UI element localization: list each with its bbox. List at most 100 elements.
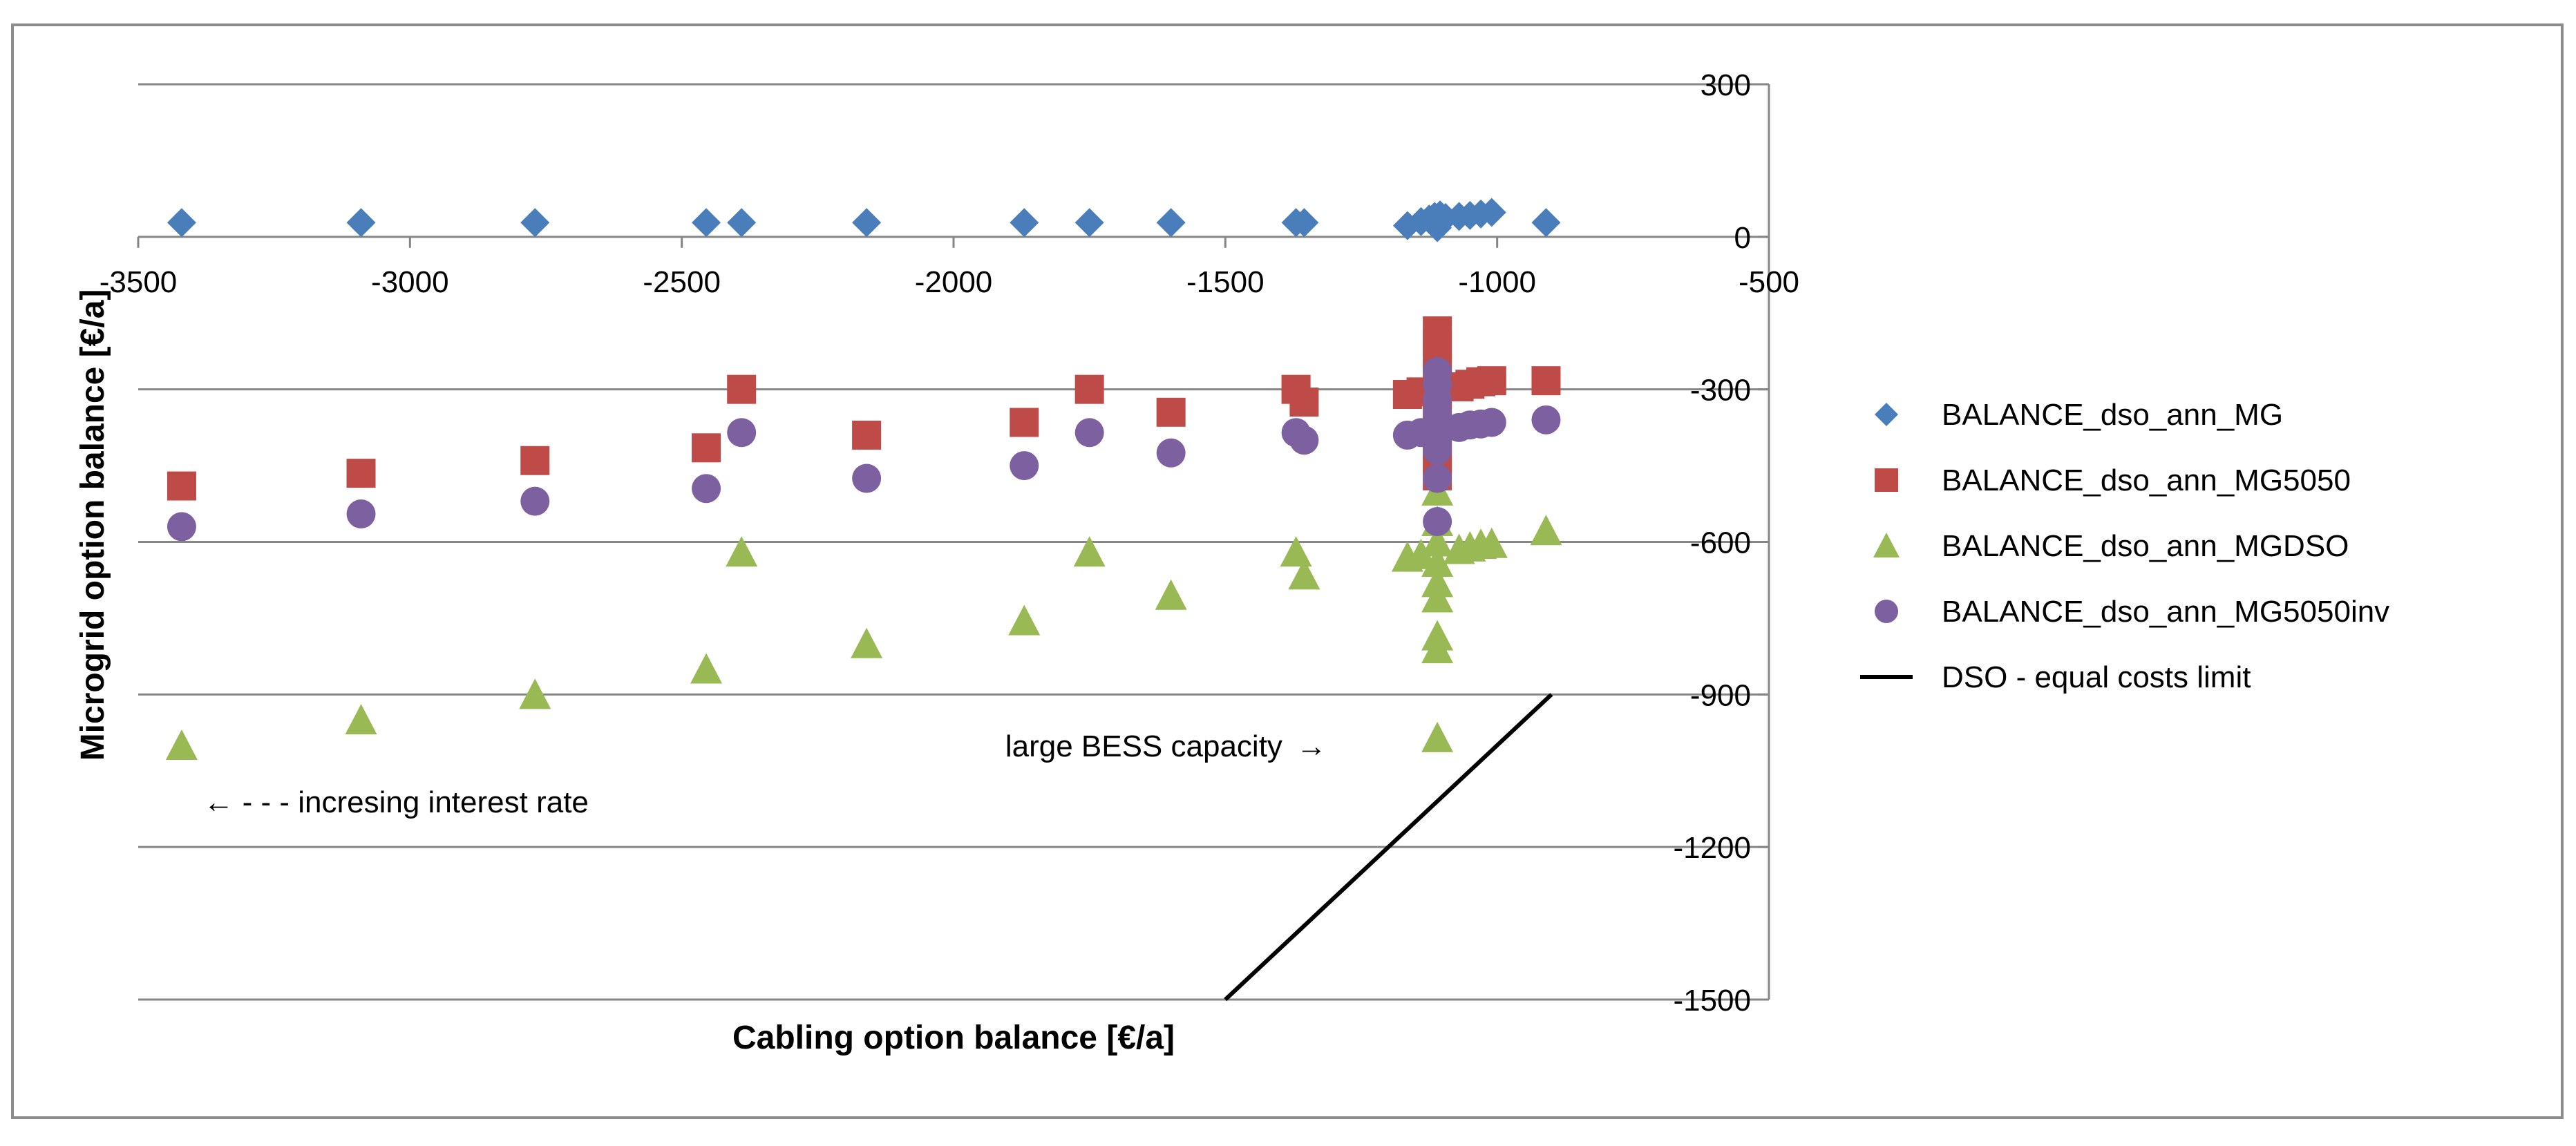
legend-label-0: BALANCE_dso_ann_MG (1942, 398, 2283, 432)
point-triangle-7 (1073, 536, 1106, 567)
point-triangle-20 (1421, 633, 1454, 664)
series-BALANCE_dso_ann_MG5050inv (167, 356, 1561, 542)
point-diamond-10 (1289, 208, 1319, 238)
point-circle-1 (346, 499, 376, 529)
legend-label-3: BALANCE_dso_ann_MG5050inv (1942, 595, 2389, 629)
legend-swatch-diamond (1875, 403, 1898, 426)
point-square-8 (1156, 397, 1186, 427)
point-circle-5 (852, 464, 882, 493)
gridlines (138, 83, 1769, 1001)
y-tick-label-6: -1500 (1673, 984, 1751, 1018)
legend-label-4: DSO - equal costs limit (1942, 660, 2251, 694)
legend-item-1: BALANCE_dso_ann_MG5050 (1875, 464, 2351, 497)
x-tick-label-4: -1500 (1186, 265, 1265, 299)
y-tick-label-1: 0 (1734, 221, 1751, 255)
point-square-2 (520, 446, 550, 475)
point-diamond-7 (1074, 208, 1104, 238)
point-square-4 (727, 374, 757, 404)
point-diamond-4 (727, 208, 757, 238)
x-tick-label-1: -3000 (371, 265, 449, 299)
data-series (165, 198, 1562, 760)
point-triangle-3 (690, 653, 723, 684)
point-circle-3 (692, 474, 721, 504)
point-square-1 (346, 459, 376, 488)
point-circle-4 (727, 418, 757, 448)
point-triangle-25 (1475, 527, 1508, 558)
annotations: large BESS capacity → ← - - - incresing … (203, 729, 1327, 819)
chart-border (11, 23, 2564, 1119)
point-diamond-0 (167, 208, 196, 238)
point-triangle-21 (1421, 721, 1454, 752)
axes (137, 83, 1770, 1001)
point-circle-25 (1477, 408, 1506, 437)
point-triangle-12 (1405, 538, 1437, 569)
x-tick-labels: -3500 -3000 -2500 -2000 -1500 -1000 -500 (100, 265, 1799, 299)
point-square-26 (1477, 366, 1506, 396)
point-triangle-5 (851, 627, 883, 658)
x-tick-label-2: -2500 (643, 265, 721, 299)
point-square-0 (167, 471, 196, 501)
point-triangle-17 (1421, 566, 1454, 598)
x-tick-label-3: -2000 (915, 265, 993, 299)
legend: BALANCE_dso_ann_MG BALANCE_dso_ann_MG5050… (1860, 398, 2389, 694)
x-tick-label-5: -1000 (1458, 265, 1536, 299)
y-tick-label-5: -1200 (1673, 831, 1751, 865)
legend-label-2: BALANCE_dso_ann_MGDSO (1942, 529, 2349, 563)
point-circle-21 (1423, 507, 1452, 537)
point-circle-2 (520, 486, 550, 516)
point-triangle-8 (1155, 579, 1187, 610)
legend-swatch-square (1875, 468, 1898, 492)
legend-item-3: BALANCE_dso_ann_MG5050inv (1875, 595, 2389, 629)
point-circle-6 (1010, 451, 1039, 481)
point-triangle-15 (1421, 526, 1454, 557)
point-square-7 (1074, 374, 1104, 404)
point-circle-8 (1156, 438, 1186, 468)
point-diamond-8 (1156, 208, 1186, 238)
point-triangle-10 (1288, 559, 1320, 590)
x-tick-label-6: -500 (1739, 265, 1799, 299)
y-tick-label-3: -600 (1690, 526, 1751, 560)
series-BALANCE_dso_ann_MG (167, 198, 1561, 242)
point-diamond-1 (346, 208, 376, 238)
y-tick-label-2: -300 (1690, 374, 1751, 408)
equal-costs-line-layer (1224, 693, 1553, 1002)
point-square-5 (852, 420, 882, 450)
point-circle-10 (1289, 426, 1319, 455)
annotation-large-bess-capacity: large BESS capacity (1005, 729, 1282, 763)
annotation-increasing-interest-rate: ← - - - incresing interest rate (203, 785, 589, 819)
point-circle-0 (167, 512, 196, 542)
legend-item-0: BALANCE_dso_ann_MG (1875, 398, 2283, 432)
annotation-arrow-right-icon: → (1296, 729, 1327, 763)
point-triangle-0 (165, 729, 198, 760)
point-triangle-4 (726, 536, 758, 567)
point-diamond-5 (852, 208, 882, 238)
point-diamond-3 (692, 208, 721, 238)
point-triangle-6 (1008, 604, 1041, 636)
point-square-10 (1289, 388, 1319, 417)
legend-swatch-circle (1875, 600, 1898, 623)
point-diamond-21 (1477, 198, 1506, 227)
point-square-27 (1531, 366, 1561, 396)
point-triangle-1 (345, 704, 377, 735)
legend-swatch-triangle (1873, 533, 1900, 557)
series-BALANCE_dso_ann_MGDSO (165, 475, 1562, 760)
point-square-6 (1010, 408, 1039, 437)
legend-item-4: DSO - equal costs limit (1860, 660, 2251, 694)
y-tick-label-4: -900 (1690, 678, 1751, 712)
point-square-3 (692, 433, 721, 463)
point-triangle-26 (1530, 515, 1562, 546)
point-diamond-22 (1531, 208, 1561, 238)
legend-label-1: BALANCE_dso_ann_MG5050 (1942, 464, 2351, 497)
point-triangle-18 (1421, 582, 1454, 613)
point-circle-19 (1423, 436, 1452, 465)
point-triangle-16 (1421, 546, 1454, 577)
series-line-equal-costs (1224, 693, 1553, 1002)
y-tick-labels: 300 0 -300 -600 -900 -1200 -1500 (1673, 68, 1751, 1018)
point-triangle-9 (1280, 536, 1312, 567)
point-diamond-2 (520, 208, 550, 238)
x-axis-title: Cabling option balance [€/a] (732, 1020, 1175, 1056)
point-circle-20 (1423, 464, 1452, 493)
point-triangle-2 (519, 678, 551, 709)
